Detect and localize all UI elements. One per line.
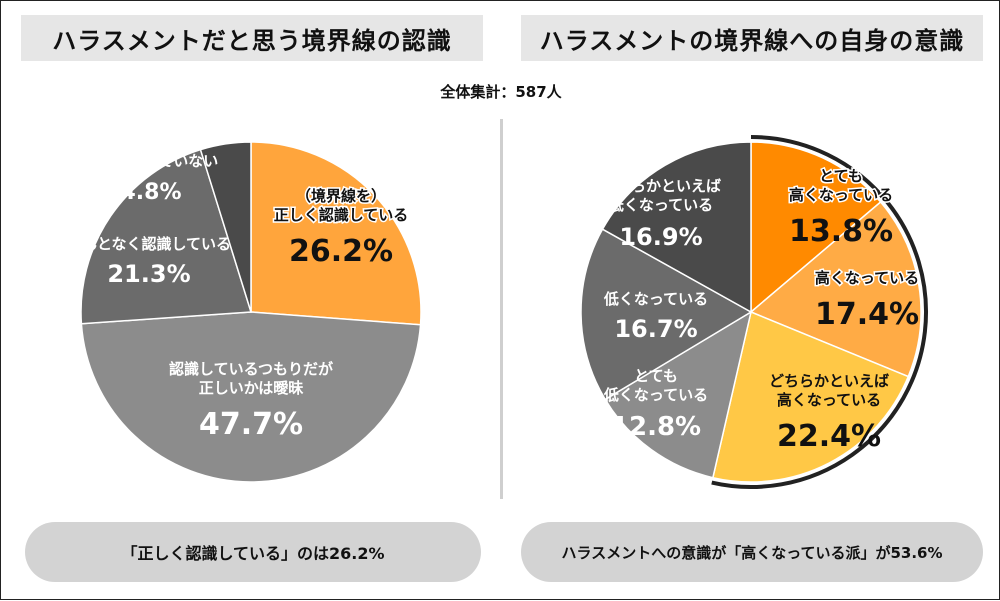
pie-slice-4 (199, 141, 252, 313)
pie-slice-3 (711, 310, 910, 483)
pie-slice-5 (580, 228, 753, 401)
slice-label-3: なんとなく認識している (67, 235, 231, 253)
highlight-arc (711, 135, 928, 489)
slice-label-4: 低くなっている (603, 386, 708, 404)
pie-slice-3 (80, 148, 252, 325)
slice-label-6: 低くなっている (608, 196, 713, 214)
slice-value-6: 16.9% (619, 223, 702, 251)
slice-value-5: 16.7% (614, 315, 697, 343)
slice-label-1: 正しく認識している (274, 206, 409, 224)
pie-slice-2 (80, 311, 422, 483)
slice-label-1: （境界線を） (296, 187, 386, 205)
divider (500, 119, 503, 499)
pie-slice-1 (250, 141, 422, 326)
slice-label-4: 全く認識していない (83, 152, 219, 170)
slice-value-1: 13.8% (789, 214, 893, 249)
slice-value-2: 17.4% (815, 297, 919, 332)
pie-slice-1 (750, 141, 882, 314)
slice-label-1: とても (819, 167, 863, 185)
slice-label-4: とても (634, 367, 678, 385)
slice-label-2: 高くなっている (815, 269, 919, 287)
slice-label-1: 高くなっている (789, 186, 893, 204)
slice-label-3: 高くなっている (777, 391, 881, 409)
slice-label-2: 正しいかは曖昧 (199, 379, 304, 397)
left-summary-pill: 「正しく認識している」のは26.2% (25, 522, 481, 582)
total-count: 全体集計：587人 (440, 83, 562, 101)
slice-value-3: 21.3% (107, 260, 190, 288)
slice-value-1: 26.2% (289, 234, 393, 269)
slice-label-6: どちらかといえば (601, 177, 721, 195)
slice-value-3: 22.4% (777, 419, 881, 454)
right-summary-pill: ハラスメントへの意識が「高くなっている派」が53.6% (521, 522, 983, 582)
slice-value-4: 4.8% (120, 180, 181, 205)
pie-slice-4 (604, 310, 753, 479)
right-chart-title: ハラスメントの境界線への自身の意識 (521, 15, 983, 61)
slice-label-5: 低くなっている (603, 290, 708, 308)
slice-label-2: 認識しているつもりだが (169, 360, 334, 378)
pie-slice-6 (601, 141, 752, 314)
right-pie-chart: とても高くなっている13.8%高くなっている17.4%どちらかといえば高くなって… (580, 135, 928, 489)
slice-value-2: 47.7% (199, 407, 303, 442)
pie-slice-2 (749, 200, 922, 378)
slice-value-4: 12.8% (611, 412, 701, 442)
slice-label-3: どちらかといえば (769, 372, 889, 390)
left-chart-title: ハラスメントだと思う境界線の認識 (21, 15, 483, 61)
